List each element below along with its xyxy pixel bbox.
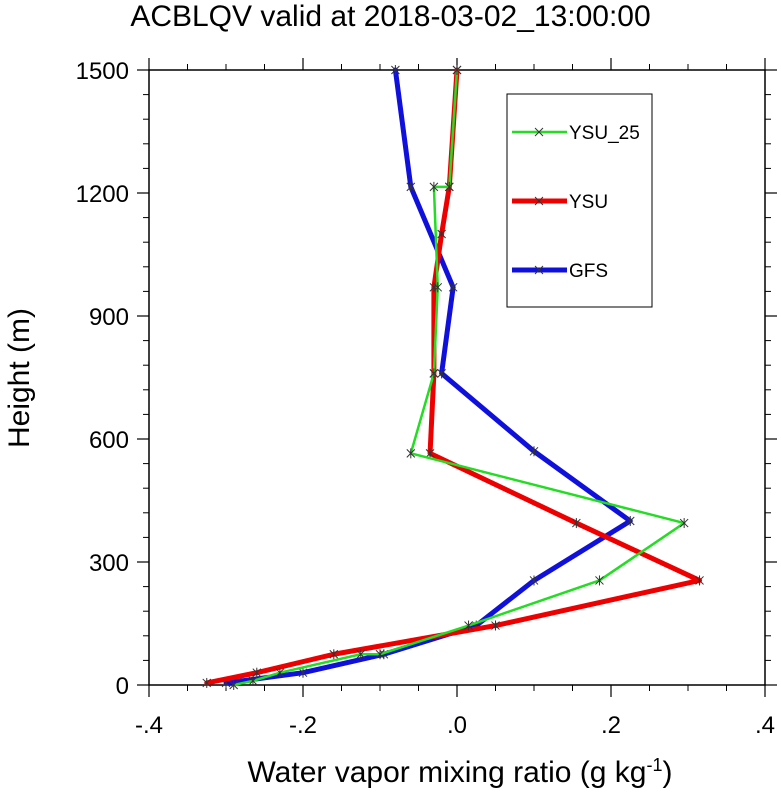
data-point-ysu (202, 677, 212, 688)
y-tick-label: 600 (89, 427, 129, 454)
data-point-ysu_25 (429, 181, 439, 192)
data-point-ysu (329, 649, 339, 660)
series-line-ysu (204, 67, 703, 686)
data-point-ysu_25 (248, 675, 258, 686)
x-axis-label: Water vapor mixing ratio (g kg-1) (140, 755, 780, 790)
y-tick-label: 1200 (76, 181, 129, 208)
data-point-gfs (391, 65, 400, 75)
x-tick-label: .0 (447, 712, 467, 739)
x-tick-label: .2 (601, 712, 621, 739)
y-tick-label: 0 (116, 673, 129, 700)
x-axis-label-main: Water vapor mixing ratio (g kg (247, 756, 647, 789)
legend-marker (534, 196, 544, 206)
data-point-gfs (298, 667, 308, 678)
data-point-ysu_25 (429, 368, 439, 379)
x-tick-label: -.4 (135, 712, 163, 739)
data-point-ysu_25 (375, 649, 385, 660)
x-tick-label: -.2 (289, 712, 317, 739)
data-point-ysu (252, 667, 262, 678)
axis-ticks: -.4 -.2 .0 .2 .4 0 300 600 900 1200 1500 (76, 58, 777, 739)
data-point-ysu_25 (452, 65, 462, 75)
legend-marker (534, 127, 544, 137)
data-point-ysu (491, 620, 500, 631)
plot-frame (148, 69, 766, 686)
data-point-gfs (406, 181, 416, 192)
legend-label-ysu: YSU (569, 192, 608, 213)
data-point-ysu (571, 518, 581, 529)
data-point-gfs (448, 282, 458, 293)
data-point-ysu (437, 229, 446, 239)
legend-marker (534, 265, 544, 275)
x-tick-label: .4 (755, 712, 775, 739)
chart-title: ACBLQV valid at 2018-03-02_13:00:00 (130, 0, 651, 33)
legend-label-gfs: GFS (569, 261, 608, 282)
data-point-ysu (425, 448, 435, 459)
data-point-ysu_25 (444, 181, 454, 192)
series-layer (202, 65, 704, 690)
y-tick-label: 1500 (76, 58, 129, 85)
legend-label-ysu_25: YSU_25 (569, 123, 640, 144)
data-point-ysu (695, 575, 704, 586)
data-point-ysu_25 (275, 667, 285, 678)
data-point-ysu_25 (464, 620, 473, 631)
x-axis-label-tail: ) (662, 756, 673, 789)
data-point-ysu_25 (356, 649, 366, 660)
data-point-gfs (625, 516, 635, 526)
y-tick-label: 300 (89, 550, 129, 577)
data-point-ysu_25 (679, 518, 689, 529)
data-point-ysu_25 (406, 448, 416, 459)
data-point-gfs (529, 575, 539, 586)
y-axis-label: Height (m) (3, 307, 36, 449)
x-axis-label-superscript: -1 (646, 755, 663, 775)
plot-border (148, 69, 766, 686)
series-line-ysu_25 (232, 68, 686, 687)
data-point-ysu_25 (595, 575, 604, 586)
data-point-ysu_25 (229, 680, 239, 690)
data-point-gfs (437, 368, 446, 379)
data-point-ysu_25 (433, 282, 443, 293)
data-point-gfs (529, 446, 539, 457)
y-tick-label: 900 (89, 304, 129, 331)
legend: YSU_25 YSU GFS (506, 93, 653, 308)
